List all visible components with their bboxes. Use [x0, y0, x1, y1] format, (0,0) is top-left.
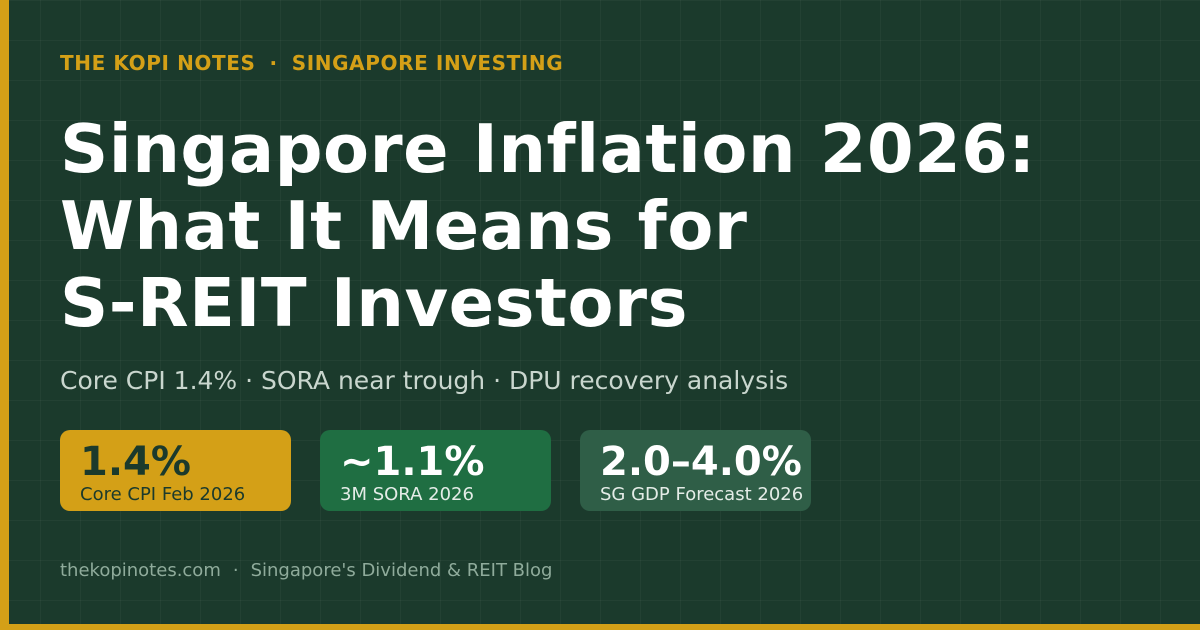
- brand-name: THE KOPI NOTES: [60, 51, 256, 75]
- title-line-3: S-REIT Investors: [60, 264, 688, 342]
- stat-card-core-cpi: 1.4% Core CPI Feb 2026: [60, 430, 291, 511]
- title-line-1: Singapore Inflation 2026:: [60, 110, 1036, 188]
- stat-value: ~1.1%: [340, 439, 485, 485]
- stat-card-gdp-forecast: 2.0–4.0% SG GDP Forecast 2026: [580, 430, 811, 511]
- stat-label: 3M SORA 2026: [340, 484, 474, 505]
- stat-label: Core CPI Feb 2026: [80, 484, 246, 505]
- bottom-accent-bar: [0, 624, 1200, 630]
- footer: thekopinotes.com · Singapore's Dividend & …: [60, 560, 552, 581]
- left-accent-bar: [0, 0, 9, 630]
- footer-tagline: Singapore's Dividend & REIT Blog: [250, 560, 553, 581]
- stat-label: SG GDP Forecast 2026: [600, 484, 804, 505]
- footer-site-link[interactable]: thekopinotes.com: [60, 560, 221, 581]
- brand-section: SINGAPORE INVESTING: [291, 51, 564, 75]
- stat-card-sora: ~1.1% 3M SORA 2026: [320, 430, 551, 511]
- title-line-2: What It Means for: [60, 187, 748, 265]
- brand-eyebrow: THE KOPI NOTES · SINGAPORE INVESTING: [60, 51, 563, 75]
- brand-separator: ·: [269, 51, 278, 75]
- footer-separator: ·: [232, 560, 239, 581]
- stat-value: 1.4%: [80, 439, 191, 485]
- subtitle: Core CPI 1.4% · SORA near trough · DPU r…: [60, 366, 789, 395]
- stat-value: 2.0–4.0%: [600, 439, 802, 485]
- page-title: Singapore Inflation 2026: What It Means …: [60, 111, 1036, 342]
